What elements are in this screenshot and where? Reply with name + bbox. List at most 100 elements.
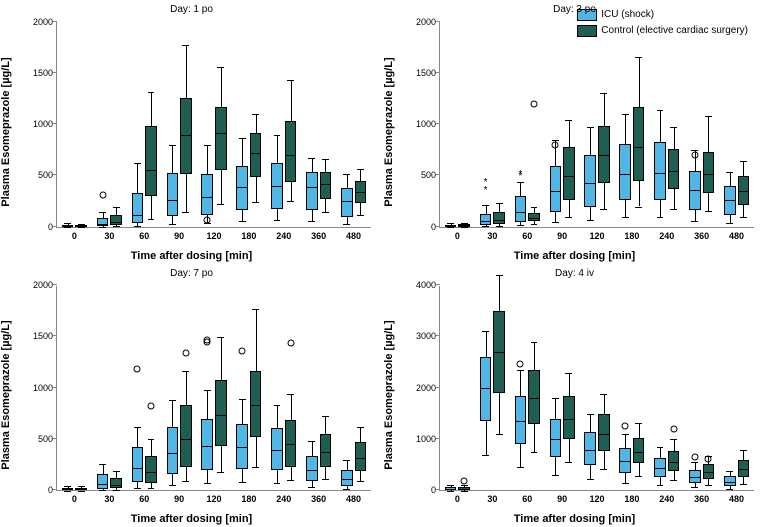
y-tick: 2000: [17, 280, 53, 290]
x-tick: 240: [659, 494, 674, 504]
y-tick: 1500: [17, 331, 53, 341]
panel-title: Day: 4 iv: [383, 268, 766, 279]
plot-area: 010002000300040000306090120180240360480: [439, 286, 754, 492]
x-tick: 30: [104, 494, 114, 504]
box-control: [493, 212, 505, 224]
box-icu: [167, 427, 179, 474]
box-icu: [480, 214, 492, 225]
panel-title: Day: 1 po: [0, 4, 383, 15]
x-tick: 90: [174, 494, 184, 504]
box-icu: [480, 357, 492, 421]
outlier: [670, 425, 677, 432]
panel-day1: Day: 1 poPlasma Esomeprazole [µg/L]Time …: [0, 0, 383, 264]
box-control: [528, 370, 540, 424]
panel-grid: Day: 1 po Plasma Esomeprazole [µg/L] Time …: [0, 0, 766, 527]
box-control: [215, 380, 227, 447]
box-control: [563, 396, 575, 440]
y-tick: 1000: [400, 119, 436, 129]
outlier: [705, 455, 712, 462]
box-control: [668, 149, 680, 189]
box-icu: [306, 456, 318, 482]
box-control: [285, 420, 297, 467]
outlier: [517, 361, 524, 368]
x-tick: 480: [346, 494, 361, 504]
box-control: [320, 434, 332, 467]
x-tick: 360: [694, 231, 709, 241]
outlier: [239, 347, 246, 354]
x-tick: 120: [206, 494, 221, 504]
box-control: [633, 107, 645, 181]
outlier: [461, 477, 468, 484]
outlier: [147, 402, 154, 409]
box-control: [145, 126, 157, 197]
x-tick: 0: [455, 231, 460, 241]
x-tick: 180: [624, 231, 639, 241]
x-tick: 360: [311, 231, 326, 241]
x-tick: 60: [522, 231, 532, 241]
box-icu: [619, 448, 631, 473]
box-icu: [654, 458, 666, 477]
box-control: [250, 133, 262, 177]
box-control: [633, 438, 645, 464]
box-icu: [654, 142, 666, 200]
box-control: [110, 478, 122, 488]
y-tick: 0: [400, 485, 436, 495]
y-tick: 500: [17, 170, 53, 180]
y-tick: 2000: [400, 17, 436, 27]
outlier: [287, 340, 294, 347]
outlier: [134, 366, 141, 373]
box-icu: [515, 396, 527, 445]
y-tick: 2000: [400, 383, 436, 393]
outlier: [691, 151, 698, 158]
outlier: [182, 349, 189, 356]
box-icu: [619, 144, 631, 200]
panel-day7: Day: 7 poPlasma Esomeprazole [µg/L]Time …: [0, 264, 383, 527]
y-tick: 3000: [400, 331, 436, 341]
box-control: [598, 126, 610, 183]
y-axis-label: Plasma Esomeprazole [µg/L]: [383, 57, 395, 206]
box-control: [110, 215, 122, 225]
box-control: [703, 152, 715, 193]
y-tick: 0: [17, 485, 53, 495]
box-control: [320, 172, 332, 200]
box-control: [180, 98, 192, 174]
x-axis-label: Time after dosing [min]: [383, 513, 766, 525]
y-axis-label: Plasma Esomeprazole [µg/L]: [0, 321, 12, 470]
x-tick: 240: [276, 494, 291, 504]
x-tick: 120: [589, 494, 604, 504]
box-icu: [132, 193, 144, 223]
x-tick: 30: [104, 231, 114, 241]
y-axis-label: Plasma Esomeprazole [µg/L]: [0, 57, 12, 206]
x-tick: 120: [589, 231, 604, 241]
plot-area: 05001000150020000306090120180240360480: [56, 22, 371, 228]
box-icu: [201, 174, 213, 215]
y-tick: 0: [400, 222, 436, 232]
outlier: [691, 453, 698, 460]
x-axis-label: Time after dosing [min]: [0, 513, 383, 525]
x-tick: 180: [241, 231, 256, 241]
box-icu: [236, 424, 248, 469]
x-axis-label: Time after dosing [min]: [383, 250, 766, 262]
outlier: [530, 100, 537, 107]
y-tick: 1500: [400, 68, 436, 78]
y-tick: 0: [17, 222, 53, 232]
box-icu: [341, 188, 353, 217]
box-icu: [515, 196, 527, 222]
x-tick: 240: [276, 231, 291, 241]
plot-area: 05001000150020000306090120180240360480: [56, 286, 371, 492]
box-icu: [167, 173, 179, 216]
outlier: [622, 422, 629, 429]
x-tick: 0: [455, 494, 460, 504]
box-control: [180, 405, 192, 467]
extreme-outlier: *: [484, 188, 488, 194]
y-tick: 2000: [17, 17, 53, 27]
panel-day3: Day: 3 poPlasma Esomeprazole [µg/L]Time …: [383, 0, 766, 264]
box-icu: [97, 474, 109, 489]
y-tick: 1500: [17, 68, 53, 78]
box-icu: [306, 172, 318, 210]
box-control: [250, 371, 262, 438]
box-icu: [132, 447, 144, 482]
x-tick: 60: [139, 494, 149, 504]
box-control: [598, 414, 610, 451]
x-tick: 0: [72, 494, 77, 504]
